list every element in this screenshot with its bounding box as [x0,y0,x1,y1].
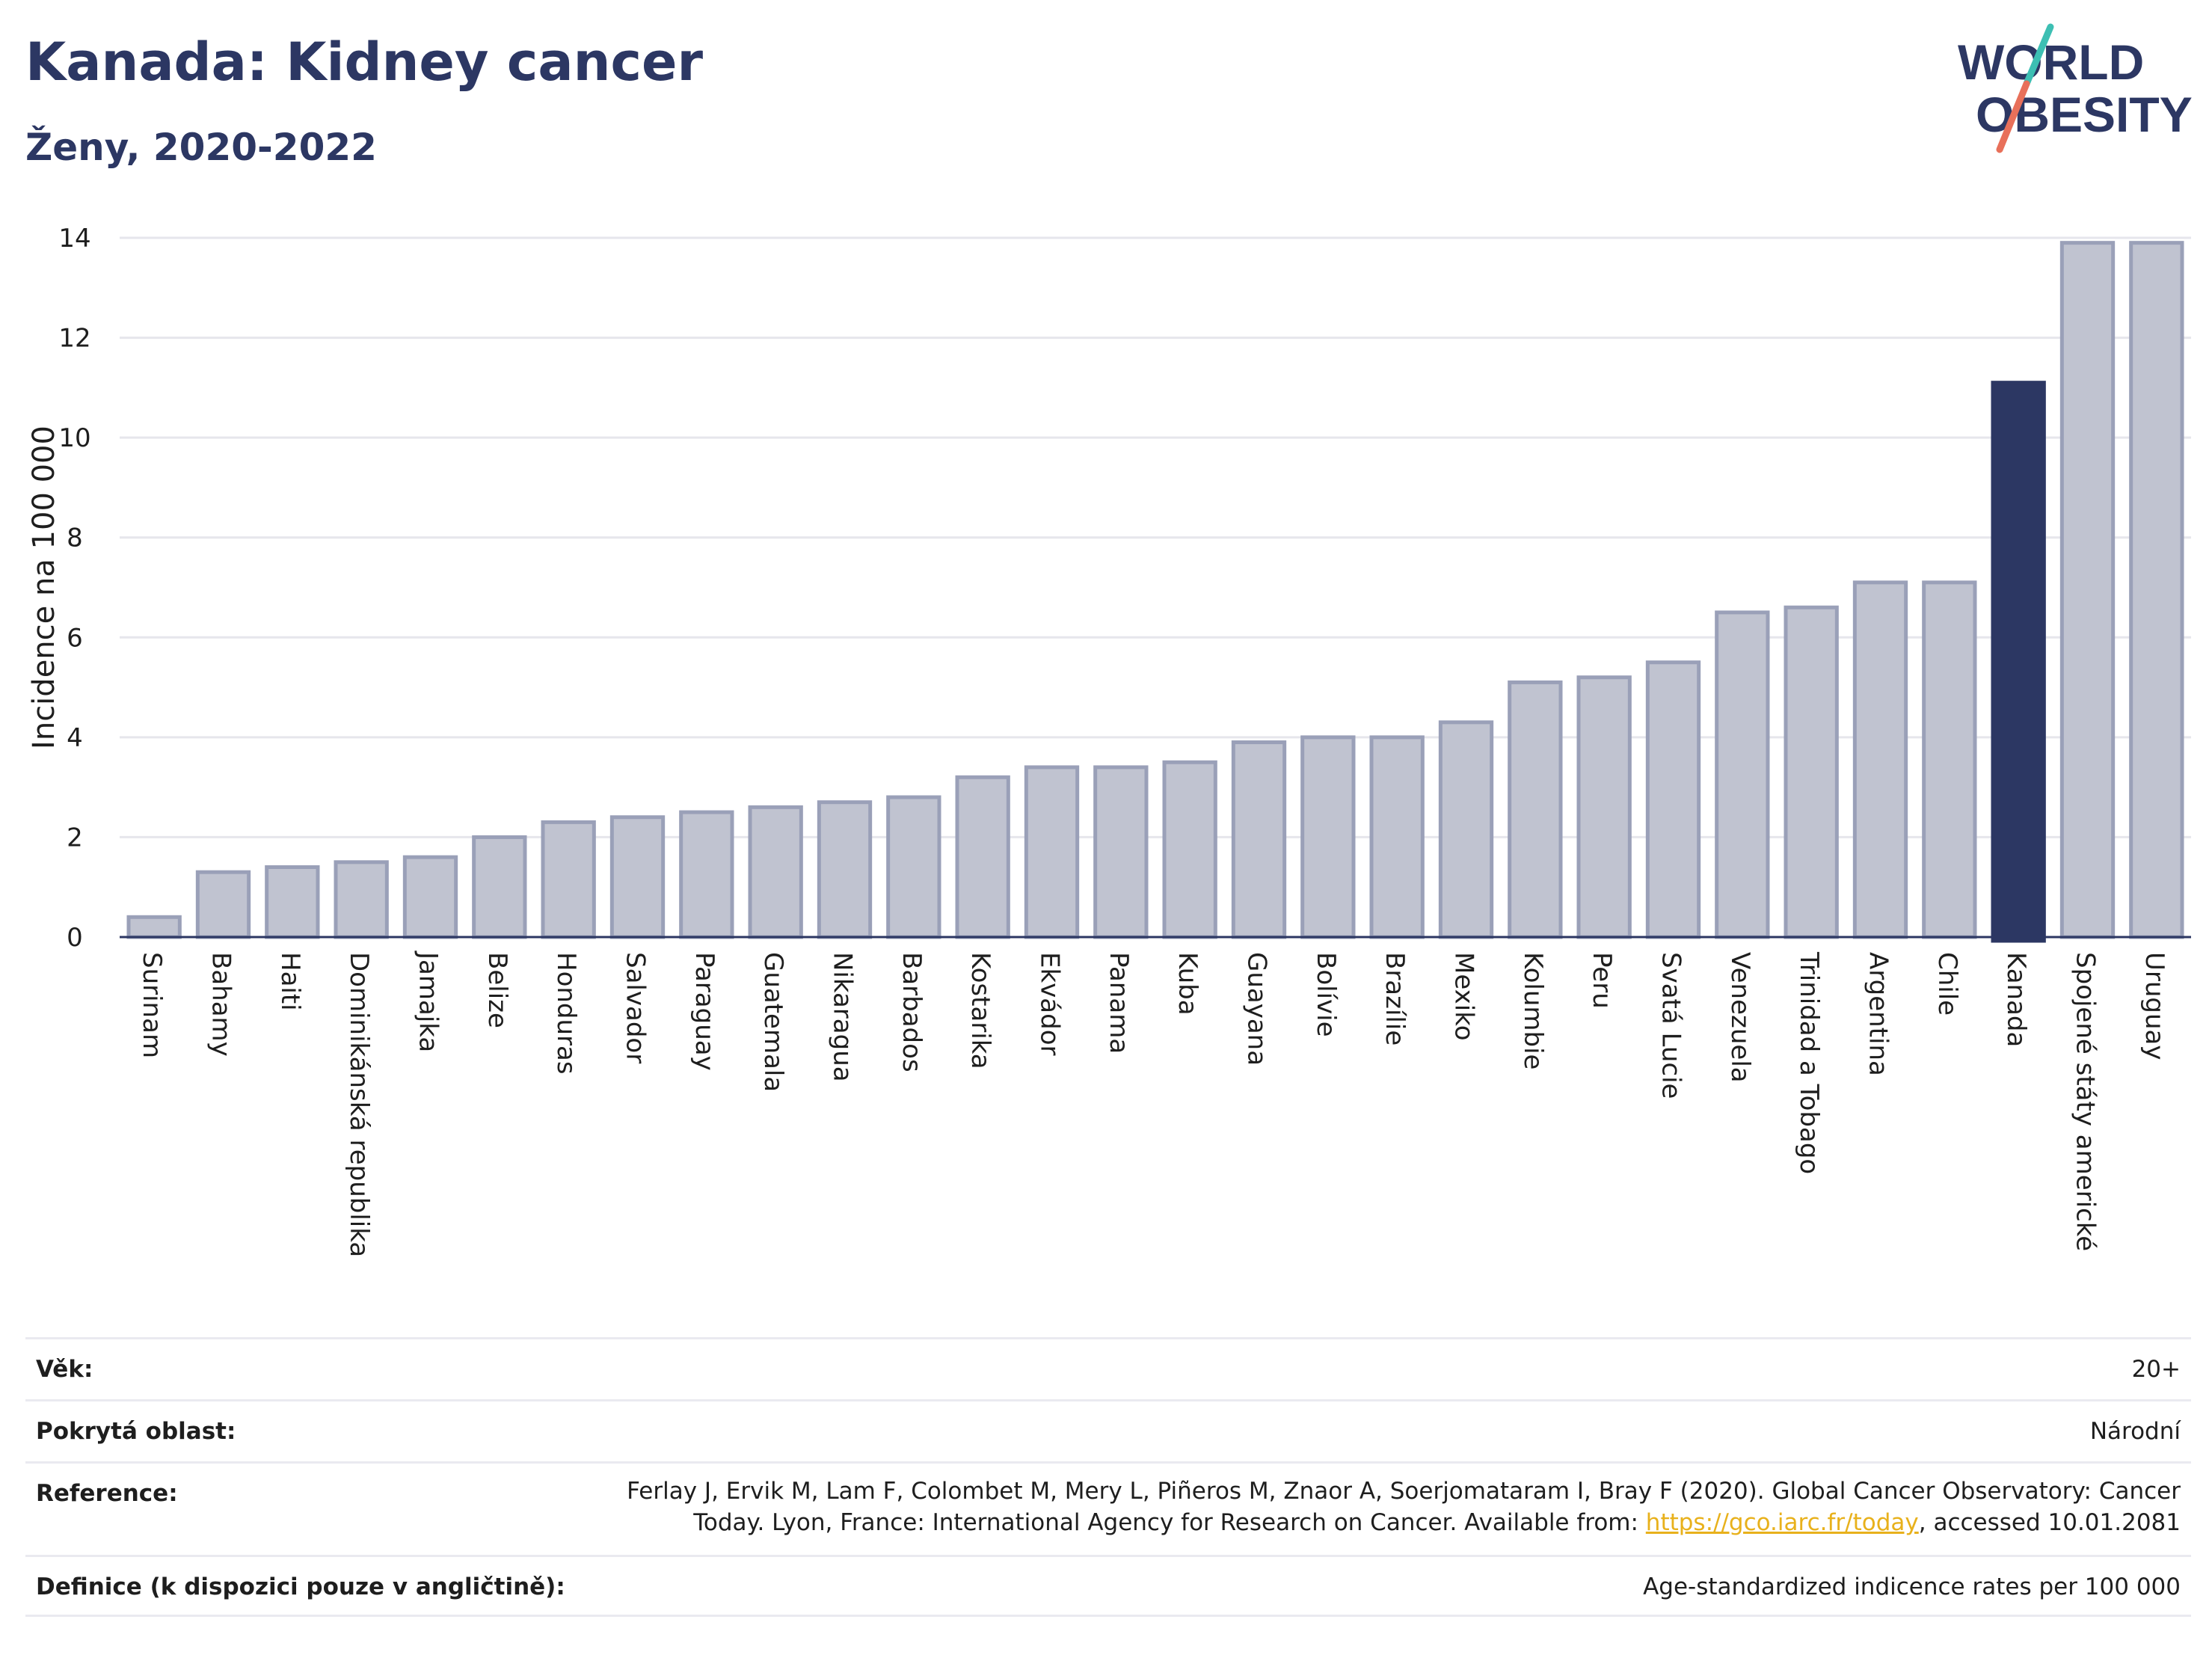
x-tick-label: Ekvádor [1035,952,1065,1056]
coverage-label: Pokrytá oblast: [36,1418,236,1445]
x-tick-label: Svatá Lucie [1656,952,1686,1099]
x-tick-label: Panama [1104,952,1134,1054]
bar [1991,381,2046,943]
bar [1852,580,1908,939]
y-axis-label: Incidence na 100 000 [27,426,61,749]
x-tick-label: Honduras [551,952,581,1075]
age-label: Věk: [36,1356,93,1383]
x-tick-label: Kanada [2001,952,2031,1047]
bar [2059,241,2116,939]
x-tick-label: Kostarika [965,952,995,1069]
x-tick-label: Kolumbie [1518,952,1548,1069]
y-tick-label: 6 [67,623,83,653]
x-tick-label: Bahamy [206,952,236,1057]
reference-label: Reference: [36,1480,178,1507]
logo-slash-teal [2023,23,2054,87]
footer-row-reference: Reference: Ferlay J, Ervik M, Lam F, Col… [25,1461,2191,1555]
bar [541,820,596,939]
x-tick-label: Nikaragua [828,952,858,1082]
bar [195,870,251,939]
metadata-table: Věk: 20+ Pokrytá oblast: Národní Referen… [25,1337,2191,1617]
x-tick-label: Haiti [275,952,305,1011]
x-tick-label: Salvador [621,952,651,1063]
bar [609,815,666,939]
bar [2129,241,2184,939]
reference-line-1: Ferlay J, Ervik M, Lam F, Colombet M, Me… [627,1478,2181,1505]
bar [1715,610,1770,939]
bar-chart: 0 2 4 6 8 10 12 14 Incidence na 100 000 Surinam Ba… [27,224,2191,1257]
y-tick-label: 8 [67,523,83,553]
bar [1576,675,1632,939]
coverage-value: Národní [2089,1418,2181,1445]
reference-line-2: Today. Lyon, France: International Agenc… [627,1507,2181,1538]
x-tick-label: Peru [1587,952,1617,1009]
x-tick-label: Argentina [1864,952,1893,1076]
bar [402,855,458,939]
bar [126,915,182,939]
logo-text-world: WORLD [1958,34,2144,90]
x-tick-label: Guatemala [758,952,788,1092]
x-tick-label: Jamajka [414,951,443,1052]
y-tick-label: 14 [58,224,90,254]
logo-slash-coral [1996,80,2030,153]
x-tick-label: Chile [1932,952,1962,1016]
definition-label: Definice (k dispozici pouze v angličtině… [36,1573,565,1600]
bar [817,800,873,939]
bar [748,805,803,939]
bar [679,810,734,939]
x-tick-label: Surinam [137,952,167,1058]
reference-line-2-post: , accessed 10.01.2081 [1918,1509,2181,1536]
age-value: 20+ [2131,1356,2181,1383]
x-tick-label: Spojené státy americké [2071,952,2101,1251]
bar [1231,740,1287,939]
bar [1645,660,1701,939]
footer-row-definition: Definice (k dispozici pouze v angličtině… [25,1555,2191,1617]
x-tick-label: Dominikánská republika [344,952,374,1257]
bar [1300,735,1356,939]
x-tick-label: Venezuela [1725,952,1755,1083]
bar [1162,760,1217,939]
x-tick-label: Mexiko [1449,952,1479,1041]
bar [334,860,389,939]
reference-value: Ferlay J, Ervik M, Lam F, Colombet M, Me… [627,1476,2181,1538]
x-tick-label: Uruguay [2139,952,2169,1060]
chart-subtitle: Ženy, 2020-2022 [25,126,377,169]
reference-link[interactable]: https://gco.iarc.fr/today [1645,1509,1919,1536]
bar [955,775,1010,939]
world-obesity-logo: WORLD OBESITY [1958,23,2193,153]
footer-row-coverage: Pokrytá oblast: Národní [25,1399,2191,1461]
bar [1369,735,1425,939]
bar [1922,580,1977,939]
reference-line-2-pre: Today. Lyon, France: International Agenc… [693,1509,1646,1536]
bar [472,835,527,939]
y-tick-label: 12 [58,324,90,354]
footer-row-age: Věk: 20+ [25,1337,2191,1399]
bar [1438,720,1494,939]
chart-title: Kanada: Kidney cancer [25,31,703,93]
bar [1024,765,1080,939]
y-tick-label: 0 [67,923,83,953]
x-tick-label: Kuba [1173,952,1202,1016]
bar [1508,680,1563,939]
x-tick-label: Trinidad a Tobago [1794,951,1824,1174]
bar [886,795,941,939]
definition-value: Age-standardized indicence rates per 100… [1643,1573,2181,1600]
x-tick-label: Guayana [1242,952,1272,1066]
x-tick-label: Belize [482,952,512,1028]
bar [1784,605,1839,939]
y-tick-label: 10 [58,423,90,453]
y-tick-label: 4 [67,723,83,753]
y-tick-label: 2 [67,823,83,853]
x-tick-label: Bolívie [1311,952,1341,1037]
x-tick-label: Barbados [897,952,927,1072]
bar [265,865,320,939]
bar [1093,765,1149,939]
x-tick-label: Paraguay [689,952,719,1071]
x-tick-label: Brazílie [1380,952,1410,1045]
